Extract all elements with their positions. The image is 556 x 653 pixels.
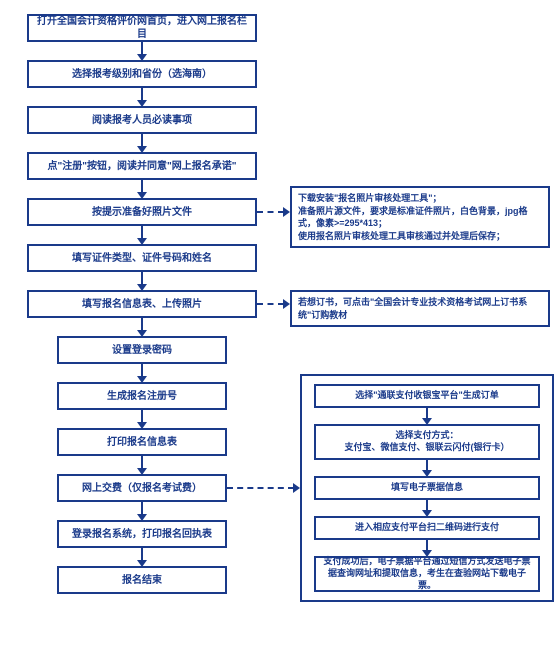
annotation-arrowhead-a2 bbox=[283, 299, 290, 309]
flow-node-label: 填写报名信息表、上传照片 bbox=[82, 298, 202, 311]
annotation-text: 下载安装"报名照片审核处理工具"； 准备照片源文件，要求是标准证件照片，白色背景… bbox=[298, 193, 528, 241]
flow-node-n9: 生成报名注册号 bbox=[57, 382, 227, 410]
annotation-connector-a1 bbox=[257, 211, 284, 213]
flow-node-label: 选择报考级别和省份（选海南） bbox=[72, 68, 212, 81]
flow-node-n4: 点"注册"按钮，阅读并同意"网上报名承诺" bbox=[27, 152, 257, 180]
flow-node-n8: 设置登录密码 bbox=[57, 336, 227, 364]
subflow-arrowhead-3 bbox=[422, 550, 432, 557]
arrow-head-main-3 bbox=[137, 192, 147, 199]
flow-node-label: 填写证件类型、证件号码和姓名 bbox=[72, 252, 212, 265]
arrow-head-main-0 bbox=[137, 54, 147, 61]
subflow-arrowhead-0 bbox=[422, 418, 432, 425]
arrow-head-main-11 bbox=[137, 560, 147, 567]
arrow-head-main-7 bbox=[137, 376, 147, 383]
arrow-head-main-9 bbox=[137, 468, 147, 475]
flow-node-n2: 选择报考级别和省份（选海南） bbox=[27, 60, 257, 88]
subflow-node-s3: 填写电子票据信息 bbox=[314, 476, 540, 500]
annotation-a2: 若想订书，可点击"全国会计专业技术资格考试网上订书系统"订购教材 bbox=[290, 290, 550, 327]
flow-node-n13: 报名结束 bbox=[57, 566, 227, 594]
flow-node-n11: 网上交费（仅报名考试费） bbox=[57, 474, 227, 502]
flow-node-label: 打开全国会计资格评价网首页，进入网上报名栏目 bbox=[35, 15, 249, 41]
arrow-head-main-4 bbox=[137, 238, 147, 245]
subflow-arrowhead-1 bbox=[422, 470, 432, 477]
arrow-head-main-10 bbox=[137, 514, 147, 521]
annotation-arrowhead-a1 bbox=[283, 207, 290, 217]
subflow-connector bbox=[227, 487, 294, 489]
annotation-text: 若想订书，可点击"全国会计专业技术资格考试网上订书系统"订购教材 bbox=[298, 297, 527, 320]
subflow-arrowhead-2 bbox=[422, 510, 432, 517]
flow-node-n12: 登录报名系统，打印报名回执表 bbox=[57, 520, 227, 548]
flow-node-label: 生成报名注册号 bbox=[107, 390, 177, 403]
subflow-node-s1: 选择"通联支付收银宝平台"生成订单 bbox=[314, 384, 540, 408]
flow-node-n6: 填写证件类型、证件号码和姓名 bbox=[27, 244, 257, 272]
annotation-connector-a2 bbox=[257, 303, 284, 305]
flow-node-label: 网上交费（仅报名考试费） bbox=[82, 482, 202, 495]
subflow-connector-head bbox=[293, 483, 300, 493]
flow-node-label: 按提示准备好照片文件 bbox=[92, 206, 192, 219]
subflow-node-label: 支付成功后，电子票据平台通过短信方式发送电子票据查询网址和提取信息，考生在查验网… bbox=[322, 556, 532, 591]
arrow-head-main-5 bbox=[137, 284, 147, 291]
arrow-head-main-2 bbox=[137, 146, 147, 153]
subflow-node-s4: 进入相应支付平台扫二维码进行支付 bbox=[314, 516, 540, 540]
arrow-head-main-6 bbox=[137, 330, 147, 337]
subflow-node-label: 填写电子票据信息 bbox=[391, 482, 463, 494]
flow-node-n3: 阅读报考人员必读事项 bbox=[27, 106, 257, 134]
flow-node-n1: 打开全国会计资格评价网首页，进入网上报名栏目 bbox=[27, 14, 257, 42]
arrow-head-main-1 bbox=[137, 100, 147, 107]
flow-node-label: 登录报名系统，打印报名回执表 bbox=[72, 528, 212, 541]
flow-node-n7: 填写报名信息表、上传照片 bbox=[27, 290, 257, 318]
subflow-node-s2: 选择支付方式： 支付宝、微信支付、银联云闪付(银行卡） bbox=[314, 424, 540, 460]
flow-node-label: 设置登录密码 bbox=[112, 344, 172, 357]
flow-node-label: 阅读报考人员必读事项 bbox=[92, 114, 192, 127]
subflow-node-label: 进入相应支付平台扫二维码进行支付 bbox=[355, 522, 499, 534]
flow-node-label: 打印报名信息表 bbox=[107, 436, 177, 449]
subflow-node-label: 选择"通联支付收银宝平台"生成订单 bbox=[355, 390, 499, 402]
subflow-node-s5: 支付成功后，电子票据平台通过短信方式发送电子票据查询网址和提取信息，考生在查验网… bbox=[314, 556, 540, 592]
flow-node-label: 点"注册"按钮，阅读并同意"网上报名承诺" bbox=[48, 160, 237, 173]
subflow-node-label: 选择支付方式： 支付宝、微信支付、银联云闪付(银行卡） bbox=[345, 430, 510, 453]
flow-node-n10: 打印报名信息表 bbox=[57, 428, 227, 456]
annotation-a1: 下载安装"报名照片审核处理工具"； 准备照片源文件，要求是标准证件照片，白色背景… bbox=[290, 186, 550, 248]
flow-node-label: 报名结束 bbox=[122, 574, 162, 587]
arrow-head-main-8 bbox=[137, 422, 147, 429]
flow-node-n5: 按提示准备好照片文件 bbox=[27, 198, 257, 226]
